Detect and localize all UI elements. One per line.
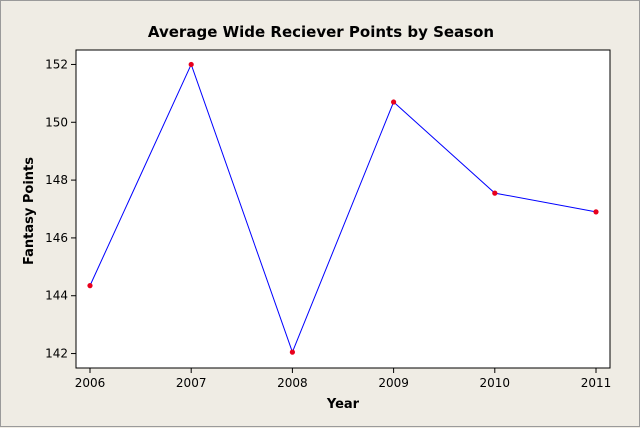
x-tick-label: 2011 (581, 376, 612, 390)
data-point (188, 61, 194, 68)
y-tick-label: 152 (45, 57, 68, 71)
chart-title: Average Wide Reciever Points by Season (148, 23, 494, 41)
data-series (87, 61, 599, 355)
data-point (289, 349, 295, 355)
x-axis-label: Year (326, 397, 360, 412)
x-tick-label: 2008 (277, 376, 308, 390)
data-point (87, 283, 93, 289)
series-line (89, 63, 597, 354)
y-tick-label: 146 (45, 231, 68, 245)
x-tick-label: 2010 (480, 376, 511, 390)
x-tick-label: 2009 (378, 376, 409, 390)
data-point (492, 190, 498, 196)
plot-area (75, 49, 611, 369)
data-point (391, 99, 397, 105)
y-tick-label: 144 (45, 289, 68, 303)
x-tick-label: 2006 (75, 376, 106, 390)
y-tick-label: 150 (45, 115, 68, 129)
axis-ticks: 2006 2007 2008 2009 2010 2011 142 144 146 148 150 1… (45, 57, 611, 390)
y-axis-label: Fantasy Points (22, 157, 37, 265)
y-tick-label: 148 (45, 173, 68, 187)
x-tick-label: 2007 (176, 376, 207, 390)
y-tick-label: 142 (45, 347, 68, 361)
data-point (593, 209, 599, 215)
